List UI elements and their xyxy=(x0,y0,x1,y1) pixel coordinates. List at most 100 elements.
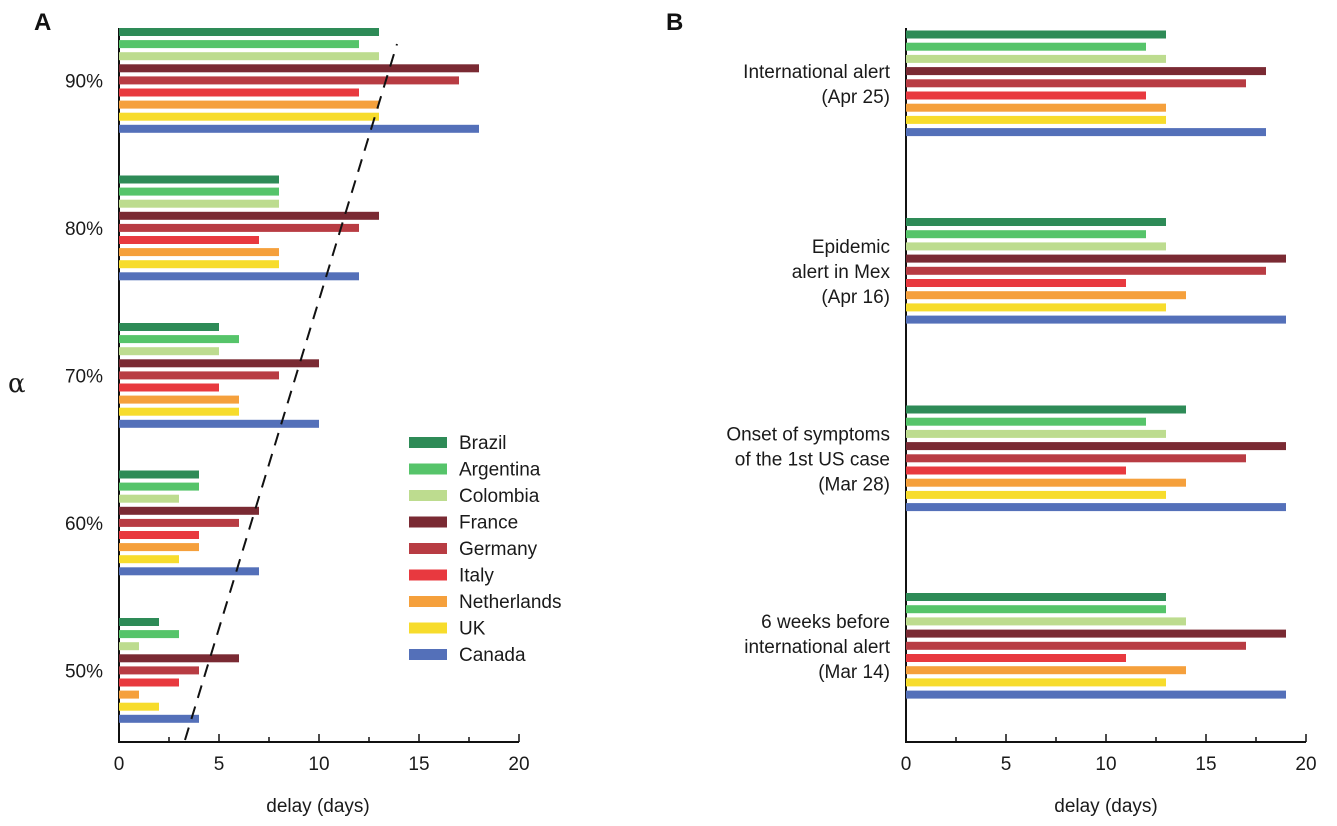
bar-italy-2 xyxy=(119,236,259,244)
bar-canada-4 xyxy=(906,690,1286,699)
category-label: international alert xyxy=(744,637,890,658)
bar-brazil-2 xyxy=(119,175,279,184)
bar-argentina-3 xyxy=(906,417,1146,426)
bar-brazil-1 xyxy=(119,28,379,36)
bar-uk-3 xyxy=(906,490,1166,499)
category-label: International alert xyxy=(743,62,891,83)
x-tick-label: 10 xyxy=(308,754,329,775)
panel-a-x-axis-title: delay (days) xyxy=(266,796,370,817)
category-label: 50% xyxy=(65,661,103,682)
bar-italy-3 xyxy=(119,383,219,392)
bar-colombia-3 xyxy=(906,429,1166,438)
bar-uk-4 xyxy=(906,678,1166,687)
bar-argentina-2 xyxy=(906,230,1146,239)
category-label: Epidemic xyxy=(812,237,890,258)
bar-netherlands-4 xyxy=(119,543,199,552)
bar-colombia-4 xyxy=(906,617,1186,626)
legend-swatch-uk xyxy=(409,622,447,634)
panel-a-y-axis-title: α xyxy=(8,369,26,399)
bar-argentina-1 xyxy=(119,40,359,49)
category-label: 60% xyxy=(65,514,103,535)
trend-line xyxy=(184,43,398,741)
legend-label-colombia: Colombia xyxy=(459,486,540,507)
bar-colombia-1 xyxy=(906,54,1166,63)
panel-b-letter: B xyxy=(666,9,683,36)
bar-france-3 xyxy=(119,359,319,368)
category-label: 90% xyxy=(65,71,103,92)
bar-argentina-2 xyxy=(119,187,279,196)
legend-swatch-brazil xyxy=(409,437,447,448)
bar-argentina-1 xyxy=(906,42,1146,51)
bar-argentina-4 xyxy=(906,605,1166,614)
bar-france-4 xyxy=(119,506,259,515)
category-label: Onset of symptoms xyxy=(726,424,890,445)
category-label: 80% xyxy=(65,219,103,240)
bar-uk-5 xyxy=(119,702,159,711)
bar-germany-5 xyxy=(119,666,199,675)
legend-label-brazil: Brazil xyxy=(459,433,507,454)
bar-italy-1 xyxy=(119,88,359,97)
legend-label-netherlands: Netherlands xyxy=(459,592,561,613)
panel-a-chart: 0 5 10 15 20 90% 80% 70% 60% 50% Brazil Argentina Co… xyxy=(65,28,561,775)
bar-italy-4 xyxy=(119,531,199,539)
bar-france-2 xyxy=(119,211,379,220)
bar-colombia-1 xyxy=(119,52,379,61)
bar-colombia-5 xyxy=(119,642,139,651)
legend-swatch-argentina xyxy=(409,463,447,475)
bar-brazil-4 xyxy=(906,593,1166,601)
bar-germany-3 xyxy=(906,454,1246,463)
bar-brazil-1 xyxy=(906,30,1166,39)
legend-swatch-netherlands xyxy=(409,596,447,607)
category-label: 70% xyxy=(65,366,103,387)
bar-canada-2 xyxy=(119,272,359,281)
bar-brazil-2 xyxy=(906,218,1166,226)
x-tick-label: 20 xyxy=(508,754,529,775)
bar-italy-1 xyxy=(906,91,1146,100)
bar-france-5 xyxy=(119,654,239,663)
legend-swatch-canada xyxy=(409,649,447,660)
legend-label-uk: UK xyxy=(459,619,486,640)
bar-brazil-5 xyxy=(119,618,159,626)
category-label: 6 weeks before xyxy=(761,612,890,633)
bar-france-1 xyxy=(119,64,479,73)
legend-label-canada: Canada xyxy=(459,645,526,666)
bar-canada-1 xyxy=(906,128,1266,137)
bar-france-1 xyxy=(906,67,1266,76)
category-label: (Mar 28) xyxy=(818,474,890,495)
bar-uk-1 xyxy=(906,115,1166,124)
category-label: (Apr 25) xyxy=(821,87,890,108)
bar-uk-1 xyxy=(119,112,379,121)
bar-colombia-2 xyxy=(119,199,279,208)
bar-canada-3 xyxy=(906,503,1286,512)
legend-label-argentina: Argentina xyxy=(459,460,541,481)
bar-brazil-4 xyxy=(119,470,199,479)
category-label: alert in Mex xyxy=(792,262,891,283)
x-tick-label: 15 xyxy=(408,754,429,775)
bar-germany-2 xyxy=(119,223,359,232)
bar-uk-2 xyxy=(906,303,1166,312)
bar-uk-2 xyxy=(119,260,279,269)
bar-germany-4 xyxy=(119,518,239,527)
bar-germany-3 xyxy=(119,371,279,380)
x-tick-label: 0 xyxy=(114,754,125,775)
bar-netherlands-5 xyxy=(119,690,139,699)
bar-netherlands-3 xyxy=(119,395,239,404)
legend: Brazil Argentina Colombia France Germany Ital… xyxy=(409,433,561,666)
bar-germany-1 xyxy=(906,79,1246,88)
bar-france-3 xyxy=(906,442,1286,451)
bar-netherlands-3 xyxy=(906,478,1186,487)
bar-italy-5 xyxy=(119,678,179,687)
legend-label-france: France xyxy=(459,513,518,534)
bar-colombia-3 xyxy=(119,347,219,356)
bar-italy-4 xyxy=(906,654,1126,662)
bar-germany-2 xyxy=(906,266,1266,275)
bar-germany-1 xyxy=(119,76,459,85)
bar-netherlands-4 xyxy=(906,666,1186,675)
legend-label-germany: Germany xyxy=(459,539,538,560)
bar-netherlands-1 xyxy=(119,100,379,109)
bar-canada-1 xyxy=(119,124,479,133)
bar-canada-3 xyxy=(119,419,319,428)
legend-swatch-france xyxy=(409,516,447,528)
bar-brazil-3 xyxy=(906,405,1186,414)
bar-colombia-2 xyxy=(906,242,1166,251)
